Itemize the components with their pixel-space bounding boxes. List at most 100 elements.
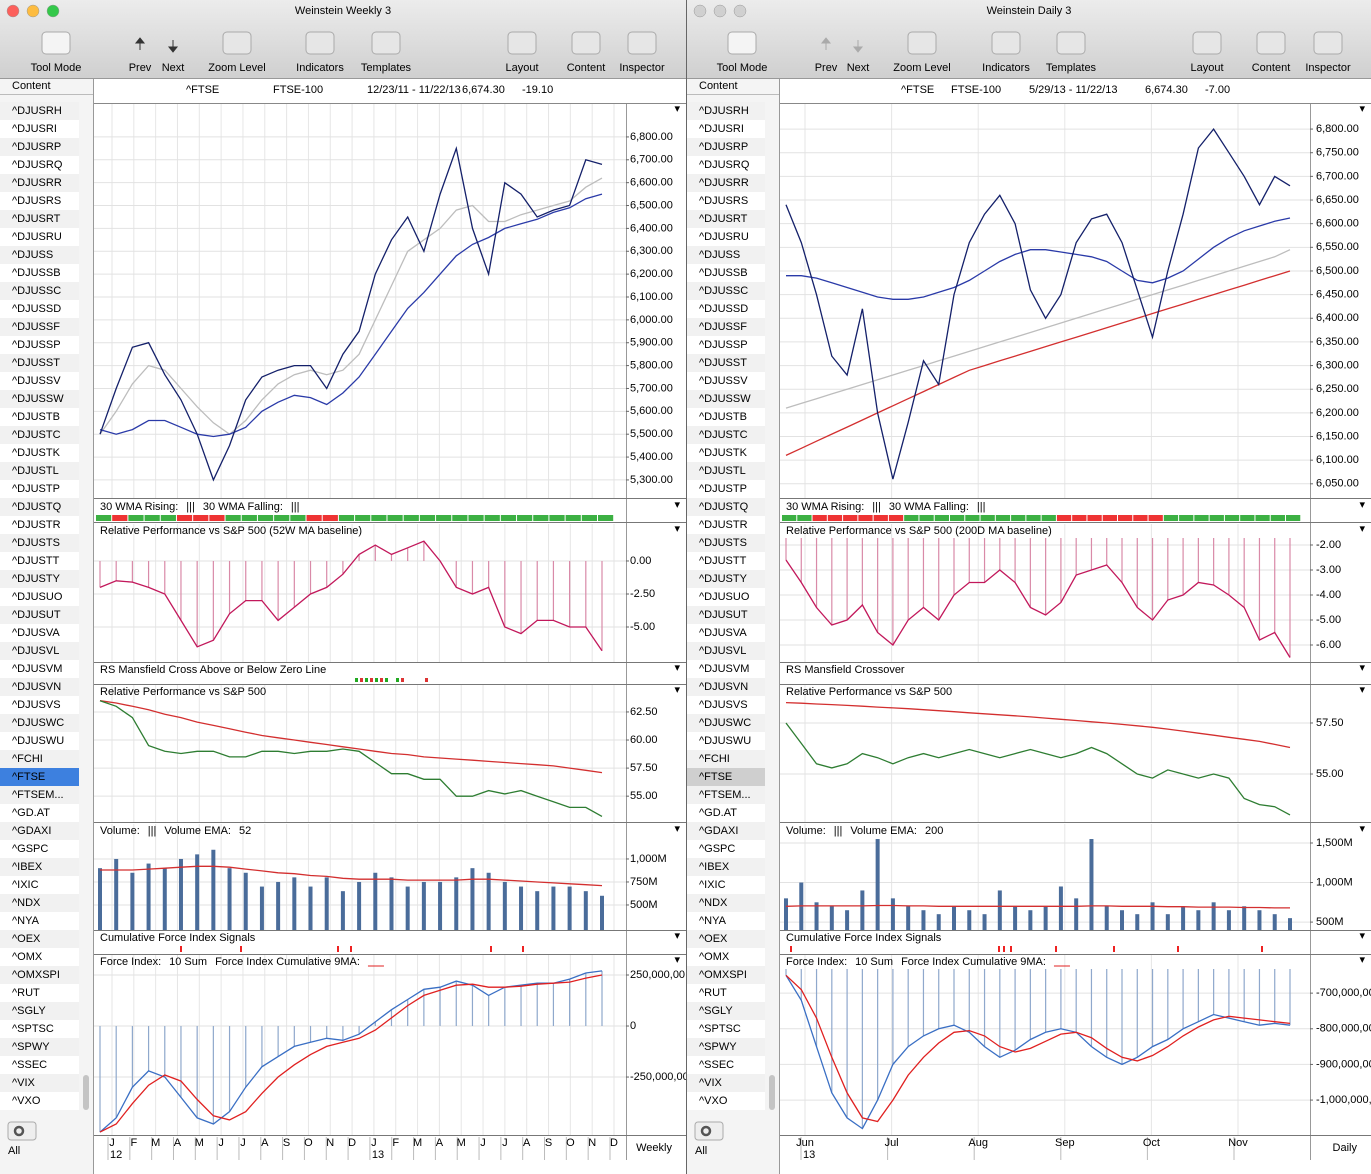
symbol[interactable]: ^DJUSWU [12,735,64,747]
symbol-row[interactable] [0,138,79,156]
symbol-row[interactable] [0,498,79,516]
symbol-row[interactable] [687,732,765,750]
panel-menu[interactable]: ▾ [674,684,680,696]
symbol[interactable]: ^DJUSST [699,357,747,369]
symbol-row[interactable] [0,210,79,228]
toolbar-label[interactable]: Content [1252,62,1291,74]
symbol[interactable]: ^SGLY [699,1005,733,1017]
symbol[interactable]: ^SPTSC [12,1023,54,1035]
symbol[interactable]: ^DJUSRH [699,105,749,117]
symbol[interactable]: ^VXO [12,1095,41,1107]
symbol-row[interactable] [0,1002,79,1020]
symbol[interactable]: ^IBEX [699,861,730,873]
symbol-row[interactable] [0,858,79,876]
symbol[interactable]: ^DJUSTK [12,447,61,459]
symbol-row[interactable] [0,948,79,966]
symbol-row[interactable] [687,282,765,300]
toolbar-label[interactable]: Inspector [1305,62,1351,74]
symbol[interactable]: ^DJUSVA [699,627,747,639]
symbol-row[interactable] [687,1056,765,1074]
symbol[interactable]: ^DJUSVA [12,627,60,639]
symbol-row[interactable] [687,102,765,120]
symbol-row[interactable] [687,714,765,732]
symbol-row[interactable] [687,210,765,228]
panel-menu[interactable]: ▾ [1359,823,1365,835]
symbol[interactable]: ^DJUSTL [12,465,59,477]
toolbar-icon[interactable] [627,31,657,55]
symbol-row[interactable] [687,642,765,660]
symbol[interactable]: ^GDAXI [699,825,738,837]
symbol[interactable]: ^FTSE [12,771,45,783]
symbol[interactable]: ^DJUSTL [699,465,746,477]
symbol-row[interactable] [687,570,765,588]
symbol-row[interactable] [687,408,765,426]
symbol-row[interactable] [0,1074,79,1092]
symbol-row[interactable] [0,534,79,552]
symbol[interactable]: ^DJUSTY [12,573,61,585]
symbol[interactable]: ^DJUSWU [699,735,751,747]
symbol[interactable]: ^DJUSVN [699,681,748,693]
symbol[interactable]: ^DJUSTC [699,429,748,441]
symbol-row[interactable] [687,786,765,804]
symbol-row[interactable] [0,246,79,264]
symbol-row[interactable] [0,876,79,894]
symbol[interactable]: ^DJUSRP [12,141,61,153]
toolbar-label[interactable]: Tool Mode [31,62,82,74]
symbol-row[interactable] [0,1056,79,1074]
symbol[interactable]: ^DJUSSB [699,267,748,279]
symbol[interactable]: ^SSEC [12,1059,47,1071]
toolbar-label[interactable]: Prev [129,62,152,74]
window-button[interactable] [6,4,20,18]
symbol[interactable]: ^DJUSUT [12,609,61,621]
symbol[interactable]: ^DJUSTR [12,519,61,531]
panel-menu[interactable]: ▾ [1359,662,1365,674]
symbol-row[interactable] [0,912,79,930]
symbol-row[interactable] [687,1002,765,1020]
symbol[interactable]: ^OMX [699,951,730,963]
symbol-row[interactable] [0,624,79,642]
symbol-row[interactable] [687,822,765,840]
symbol[interactable]: ^FCHI [12,753,43,765]
symbol[interactable]: ^DJUSUO [12,591,63,603]
symbol-row[interactable] [687,894,765,912]
toolbar-icon[interactable] [507,31,537,55]
symbol[interactable]: ^DJUSRQ [12,159,63,171]
toolbar-icon[interactable] [305,31,335,55]
symbol[interactable]: ^DJUSVM [699,663,749,675]
symbol[interactable]: ^DJUSSD [699,303,748,315]
symbol-row[interactable] [687,426,765,444]
symbol[interactable]: ^DJUSST [12,357,60,369]
panel-menu[interactable]: ▾ [1359,103,1365,115]
symbol-row[interactable] [687,444,765,462]
symbol-row[interactable] [687,840,765,858]
symbol-row[interactable] [687,300,765,318]
symbol-row[interactable] [687,246,765,264]
symbol-row[interactable] [0,336,79,354]
symbol[interactable]: ^DJUSRR [12,177,62,189]
symbol-row[interactable] [687,138,765,156]
symbol-row[interactable] [0,588,79,606]
symbol[interactable]: ^DJUSRH [12,105,62,117]
symbol-row[interactable] [687,588,765,606]
symbol-row[interactable] [0,660,79,678]
symbol[interactable]: ^IXIC [699,879,726,891]
symbol-row[interactable] [0,606,79,624]
toolbar-icon[interactable] [222,31,252,55]
symbol-row[interactable] [0,750,79,768]
symbol-row[interactable] [0,894,79,912]
symbol-row[interactable] [687,678,765,696]
symbol[interactable]: ^DJUSTB [699,411,747,423]
symbol[interactable]: ^DJUSSD [12,303,61,315]
symbol-row[interactable] [0,840,79,858]
symbol[interactable]: ^DJUSTT [12,555,60,567]
symbol[interactable]: ^DJUSRS [12,195,61,207]
symbol[interactable]: ^DJUSTC [12,429,61,441]
panel-menu[interactable]: ▾ [1359,684,1365,696]
toolbar-icon[interactable] [571,31,601,55]
symbol-row[interactable] [687,354,765,372]
symbol-row[interactable] [687,858,765,876]
symbol-row[interactable] [687,390,765,408]
symbol[interactable]: ^DJUSVN [12,681,61,693]
symbol-row[interactable] [0,318,79,336]
symbol-row[interactable] [687,1074,765,1092]
